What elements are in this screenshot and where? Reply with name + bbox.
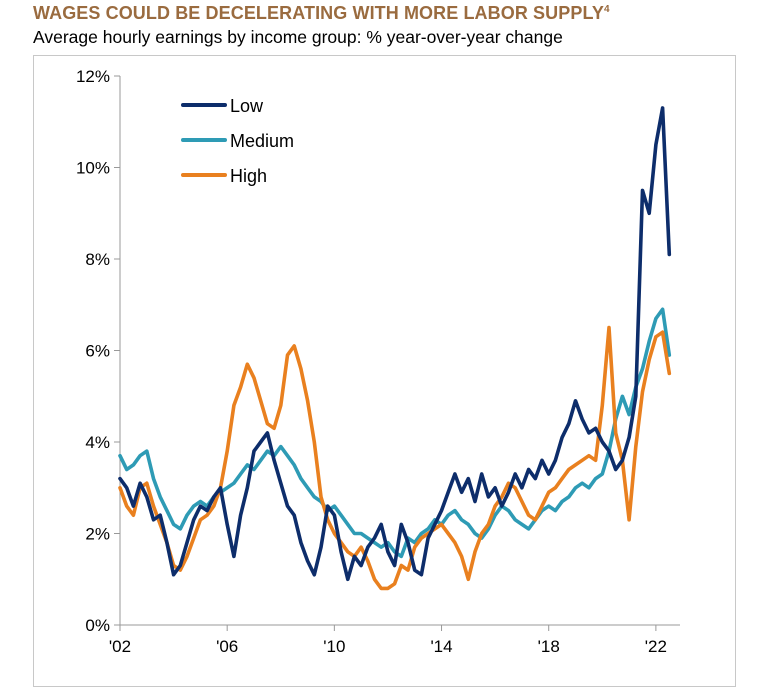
y-tick-label: 6% — [85, 342, 110, 361]
x-tick-label: '14 — [430, 637, 452, 656]
chart-title: WAGES COULD BE DECELERATING WITH MORE LA… — [33, 3, 610, 24]
y-tick-label: 2% — [85, 525, 110, 544]
chart-title-text: WAGES COULD BE DECELERATING WITH MORE LA… — [33, 3, 605, 23]
y-tick-label: 12% — [76, 67, 110, 86]
y-tick-label: 4% — [85, 433, 110, 452]
legend-label-medium: Medium — [230, 131, 294, 151]
title-footnote: 4 — [604, 4, 610, 15]
x-tick-label: '06 — [216, 637, 238, 656]
y-tick-label: 8% — [85, 250, 110, 269]
legend-label-high: High — [230, 166, 267, 186]
chart-axes: 0% 2% 4% 6% 8% 10% 12% '02 '06 '10 '14 '18 '22 — [76, 67, 680, 656]
legend-label-low: Low — [230, 96, 264, 116]
chart-frame — [33, 55, 736, 687]
y-tick-label: 10% — [76, 159, 110, 178]
x-tick-label: '18 — [538, 637, 560, 656]
series-line-high — [118, 325, 672, 591]
chart-subtitle: Average hourly earnings by income group:… — [33, 27, 563, 47]
series-line-low — [118, 106, 672, 582]
series-layer — [118, 106, 672, 591]
x-tick-label: '02 — [109, 637, 131, 656]
x-tick-label: '10 — [323, 637, 345, 656]
y-tick-label: 0% — [85, 616, 110, 635]
legend: Low Medium High — [181, 96, 294, 186]
x-tick-label: '22 — [645, 637, 667, 656]
